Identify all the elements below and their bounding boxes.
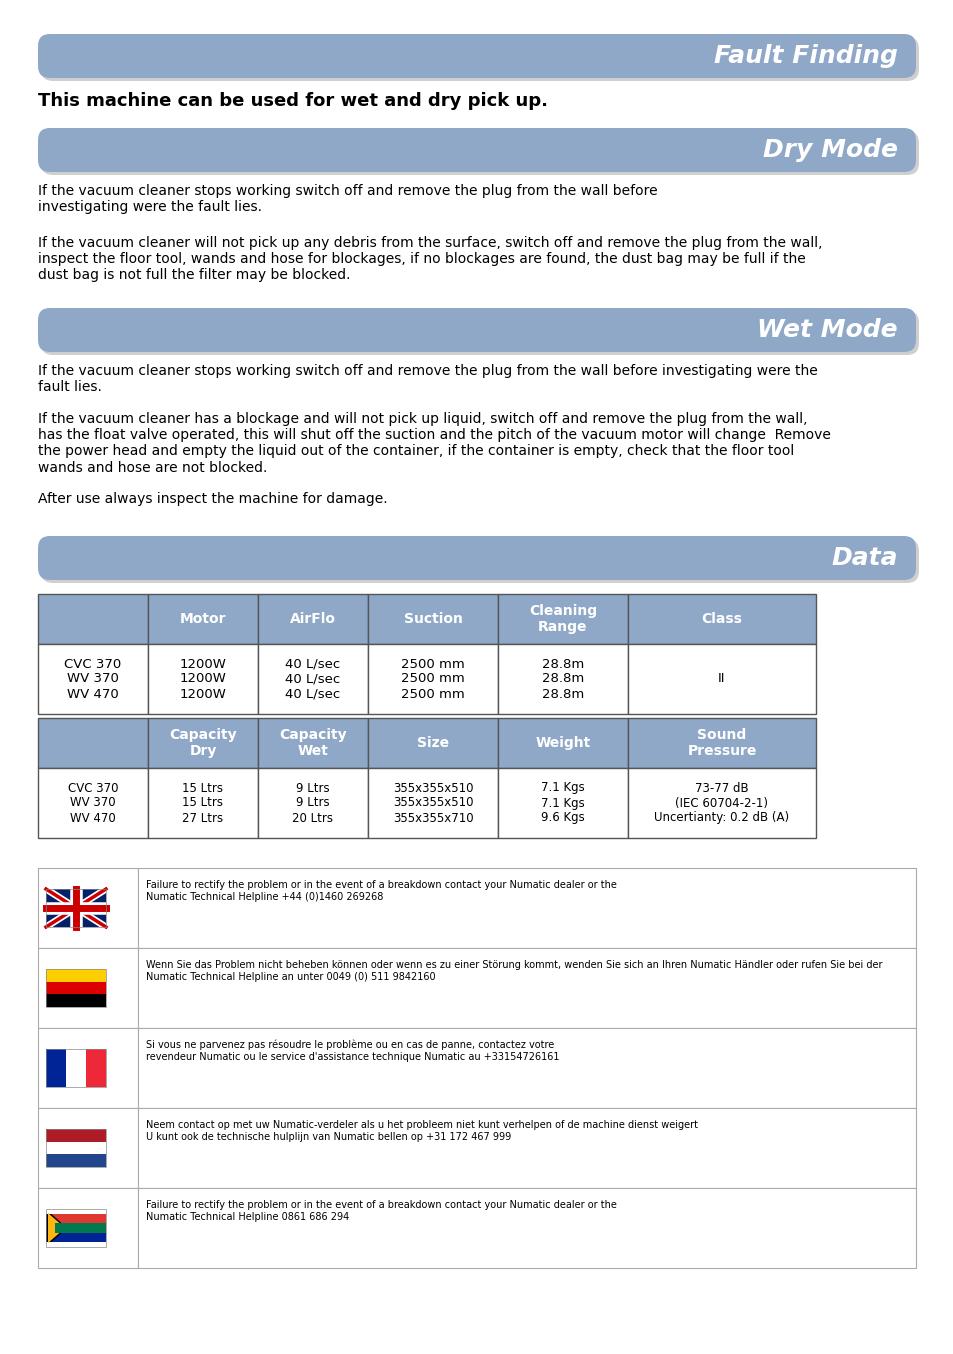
Bar	[257, 594, 368, 645]
Bar	[66, 1049, 86, 1087]
Text: Neem contact op met uw Numatic-verdeler als u het probleem niet kunt verhelpen o: Neem contact op met uw Numatic-verdeler …	[146, 1120, 698, 1141]
Bar	[38, 1028, 138, 1108]
Bar	[627, 768, 815, 838]
Bar	[627, 645, 815, 714]
Bar	[257, 645, 368, 714]
Text: CVC 370
WV 370
WV 470: CVC 370 WV 370 WV 470	[68, 781, 118, 825]
Bar	[46, 1155, 106, 1167]
Text: Failure to rectify the problem or in the event of a breakdown contact your Numat: Failure to rectify the problem or in the…	[146, 1200, 617, 1221]
Bar	[46, 1129, 106, 1167]
Bar	[38, 868, 138, 948]
Bar	[368, 594, 497, 645]
FancyBboxPatch shape	[38, 307, 915, 352]
Text: 1200W
1200W
1200W: 1200W 1200W 1200W	[179, 658, 226, 700]
Bar	[368, 718, 497, 768]
Text: Motor: Motor	[179, 612, 226, 626]
Bar	[46, 1049, 66, 1087]
Text: If the vacuum cleaner has a blockage and will not pick up liquid, switch off and: If the vacuum cleaner has a blockage and…	[38, 412, 830, 475]
Bar	[38, 1108, 138, 1187]
Bar	[46, 982, 106, 994]
FancyBboxPatch shape	[38, 536, 915, 580]
Text: Size: Size	[416, 737, 449, 750]
Bar	[257, 718, 368, 768]
Text: Suction: Suction	[403, 612, 462, 626]
Text: II: II	[718, 673, 725, 685]
Bar	[138, 1108, 915, 1187]
Text: This machine can be used for wet and dry pick up.: This machine can be used for wet and dry…	[38, 92, 547, 110]
Bar	[38, 948, 138, 1028]
Bar	[627, 594, 815, 645]
Bar	[46, 1209, 106, 1228]
Bar	[38, 645, 148, 714]
Text: Cleaning
Range: Cleaning Range	[528, 604, 597, 634]
Bar	[138, 868, 915, 948]
Text: 15 Ltrs
15 Ltrs
27 Ltrs: 15 Ltrs 15 Ltrs 27 Ltrs	[182, 781, 223, 825]
FancyBboxPatch shape	[38, 129, 915, 172]
Bar	[46, 890, 106, 927]
Bar	[148, 718, 257, 768]
Bar	[368, 645, 497, 714]
Bar	[497, 718, 627, 768]
Text: Weight: Weight	[535, 737, 590, 750]
Bar	[46, 1129, 106, 1141]
Bar	[627, 718, 815, 768]
Text: 28.8m
28.8m
28.8m: 28.8m 28.8m 28.8m	[541, 658, 583, 700]
Bar	[257, 768, 368, 838]
Bar	[46, 1209, 106, 1247]
Bar	[46, 1049, 106, 1087]
Bar	[46, 1209, 106, 1213]
Bar	[497, 768, 627, 838]
FancyBboxPatch shape	[41, 37, 918, 81]
Bar	[46, 1228, 106, 1247]
Text: AirFlo: AirFlo	[290, 612, 335, 626]
FancyBboxPatch shape	[41, 311, 918, 355]
Bar	[86, 1049, 106, 1087]
Text: 355x355x510
355x355x510
355x355x710: 355x355x510 355x355x510 355x355x710	[393, 781, 473, 825]
Text: Class: Class	[700, 612, 741, 626]
Text: Dry Mode: Dry Mode	[762, 138, 897, 162]
Text: Sound
Pressure: Sound Pressure	[686, 728, 756, 758]
Text: Data: Data	[831, 546, 897, 570]
Bar	[497, 645, 627, 714]
Bar	[138, 1028, 915, 1108]
Text: 73-77 dB
(IEC 60704-2-1)
Uncertianty: 0.2 dB (A): 73-77 dB (IEC 60704-2-1) Uncertianty: 0.…	[654, 781, 789, 825]
Bar	[46, 969, 106, 982]
Text: Failure to rectify the problem or in the event of a breakdown contact your Numat: Failure to rectify the problem or in the…	[146, 880, 617, 902]
Bar	[138, 948, 915, 1028]
Text: If the vacuum cleaner stops working switch off and remove the plug from the wall: If the vacuum cleaner stops working swit…	[38, 184, 657, 214]
Text: 2500 mm
2500 mm
2500 mm: 2500 mm 2500 mm 2500 mm	[400, 658, 464, 700]
Bar	[38, 1187, 138, 1267]
Text: If the vacuum cleaner will not pick up any debris from the surface, switch off a: If the vacuum cleaner will not pick up a…	[38, 236, 821, 283]
Bar	[55, 1223, 106, 1232]
Polygon shape	[46, 1209, 67, 1247]
Text: Fault Finding: Fault Finding	[714, 43, 897, 68]
Bar	[46, 969, 106, 1007]
Text: CVC 370
WV 370
WV 470: CVC 370 WV 370 WV 470	[64, 658, 121, 700]
FancyBboxPatch shape	[41, 131, 918, 175]
Bar	[148, 768, 257, 838]
Bar	[138, 1187, 915, 1267]
Bar	[148, 594, 257, 645]
Bar	[38, 594, 148, 645]
Bar	[368, 768, 497, 838]
Bar	[46, 890, 106, 927]
Polygon shape	[48, 1213, 65, 1243]
Bar	[46, 1209, 106, 1247]
Bar	[148, 645, 257, 714]
Bar	[46, 1242, 106, 1247]
Bar	[38, 768, 148, 838]
Text: If the vacuum cleaner stops working switch off and remove the plug from the wall: If the vacuum cleaner stops working swit…	[38, 364, 817, 394]
Bar	[46, 1141, 106, 1155]
Text: 40 L/sec
40 L/sec
40 L/sec: 40 L/sec 40 L/sec 40 L/sec	[285, 658, 340, 700]
Bar	[46, 994, 106, 1007]
Text: Si vous ne parvenez pas résoudre le problème ou en cas de panne, contactez votre: Si vous ne parvenez pas résoudre le prob…	[146, 1040, 558, 1062]
FancyBboxPatch shape	[38, 34, 915, 79]
Text: Wenn Sie das Problem nicht beheben können oder wenn es zu einer Störung kommt, w: Wenn Sie das Problem nicht beheben könne…	[146, 960, 882, 982]
FancyBboxPatch shape	[41, 539, 918, 584]
Text: Capacity
Dry: Capacity Dry	[169, 728, 236, 758]
Text: After use always inspect the machine for damage.: After use always inspect the machine for…	[38, 492, 387, 506]
Bar	[38, 718, 148, 768]
Text: Capacity
Wet: Capacity Wet	[279, 728, 347, 758]
Text: 9 Ltrs
9 Ltrs
20 Ltrs: 9 Ltrs 9 Ltrs 20 Ltrs	[293, 781, 334, 825]
Text: 7.1 Kgs
7.1 Kgs
9.6 Kgs: 7.1 Kgs 7.1 Kgs 9.6 Kgs	[540, 781, 584, 825]
